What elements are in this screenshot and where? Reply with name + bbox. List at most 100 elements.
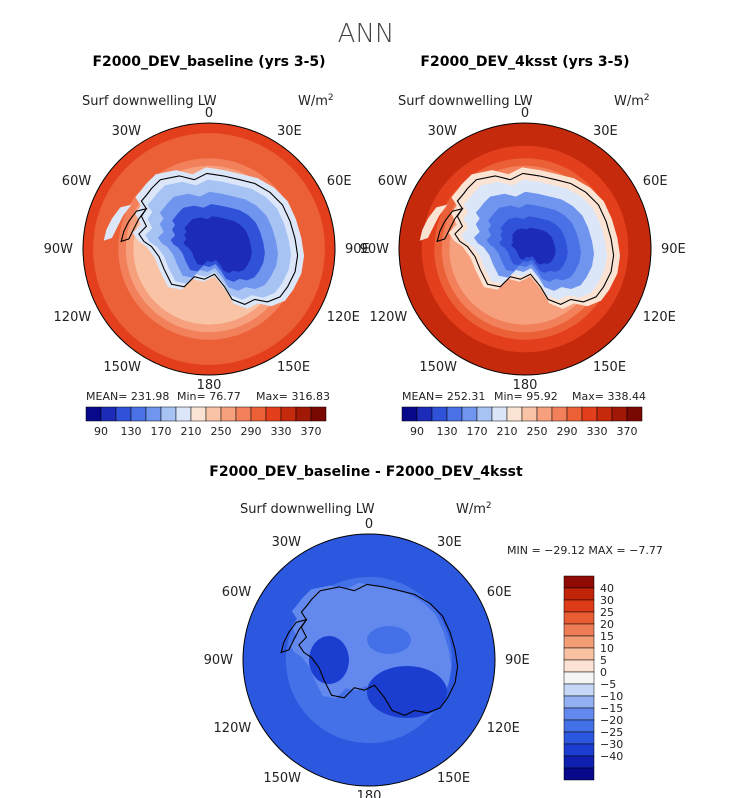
longitude-label: 60W <box>62 174 92 189</box>
colorbar-tick-label: 290 <box>557 425 578 438</box>
longitude-label: 90E <box>661 242 686 257</box>
colorbar-tick-label: −40 <box>600 750 623 763</box>
longitude-label: 150W <box>263 771 301 786</box>
colorbar-swatch <box>563 671 595 685</box>
colorbar-swatch <box>235 406 252 422</box>
coastline-peninsula <box>120 207 148 243</box>
coastline-east <box>454 172 615 306</box>
colorbar-tick-label: 40 <box>600 582 614 595</box>
colorbar-swatch <box>295 406 312 422</box>
panel-title: F2000_DEV_baseline - F2000_DEV_4ksst <box>209 464 523 480</box>
colorbar-tick-label: −15 <box>600 702 623 715</box>
longitude-labels: 0 30E 60E 90E 120E 150E 180 150W 120W 90W 60W 30W <box>360 106 686 393</box>
colorbar-swatch <box>551 406 568 422</box>
colorbar-swatch <box>160 406 177 422</box>
colorbar-swatch <box>100 406 117 422</box>
map-field <box>83 123 335 375</box>
coastline <box>436 172 615 306</box>
longitude-label: 90E <box>345 242 370 257</box>
colorbar-swatch <box>506 406 523 422</box>
longitude-labels: 0 30E 60E 90E 120E 150E 180 150W 120W 90W 60W 30W <box>44 106 370 393</box>
panel-baseline: F2000_DEV_baseline (yrs 3-5) Surf downwe… <box>44 54 370 438</box>
colorbar-swatch <box>220 406 237 422</box>
map-field <box>399 123 651 375</box>
longitude-label: 60E <box>643 174 668 189</box>
min-label: Min= 76.77 <box>177 390 241 403</box>
coastline-east <box>138 172 299 306</box>
colorbar-swatch <box>563 599 595 613</box>
panel-title: F2000_DEV_baseline (yrs 3-5) <box>92 54 325 70</box>
colorbar-tick-label: 25 <box>600 606 614 619</box>
colorbar-swatch <box>250 406 267 422</box>
colorbar-swatch <box>536 406 553 422</box>
colorbar-tick-label: 330 <box>587 425 608 438</box>
map-field <box>243 534 495 786</box>
colorbar-tick-label: 250 <box>527 425 548 438</box>
colorbar-swatch <box>611 406 628 422</box>
units-label: W/m2 <box>614 93 650 109</box>
colorbar-swatch <box>190 406 207 422</box>
colorbar-tick-label: 10 <box>600 642 614 655</box>
longitude-label: 120E <box>327 310 360 325</box>
longitude-label: 0 <box>521 106 529 121</box>
colorbar-tick-label: 90 <box>94 425 108 438</box>
colorbar-tick-label: 5 <box>600 654 607 667</box>
colorbar-tick-label: 20 <box>600 618 614 631</box>
colorbar-tick-label: 370 <box>301 425 322 438</box>
longitude-label: 150E <box>593 360 626 375</box>
colorbar-swatch <box>563 767 595 781</box>
colorbar-swatch <box>563 623 595 637</box>
contour-band <box>419 204 448 241</box>
panel-difference: F2000_DEV_baseline - F2000_DEV_4ksst Sur… <box>204 464 663 798</box>
longitude-label: 60W <box>378 174 408 189</box>
longitude-label: 30W <box>428 124 458 139</box>
contour-band <box>511 227 556 265</box>
colorbar-tick-label: 170 <box>151 425 172 438</box>
colorbar-swatch <box>563 647 595 661</box>
colorbar-swatch <box>205 406 222 422</box>
colorbar-swatch <box>265 406 282 422</box>
colorbar-swatch <box>446 406 463 422</box>
minmax-label: MIN = −29.12 MAX = −7.77 <box>507 544 663 557</box>
colorbar-swatch <box>491 406 508 422</box>
colorbar-swatch <box>431 406 448 422</box>
longitude-label: 180 <box>197 378 222 393</box>
colorbar-swatch <box>416 406 433 422</box>
longitude-label: 30E <box>437 535 462 550</box>
map-outline <box>242 533 496 787</box>
longitude-label: 30W <box>112 124 142 139</box>
units-label: W/m2 <box>456 501 492 517</box>
max-label: Max= 338.44 <box>572 390 646 403</box>
difference-field <box>243 534 495 786</box>
colorbar-swatch <box>401 406 418 422</box>
contour-band <box>103 204 132 241</box>
map-outline <box>398 122 652 376</box>
season-title: ANN <box>338 19 395 49</box>
max-label: Max= 316.83 <box>256 390 330 403</box>
colorbar-tick-label: −5 <box>600 678 616 691</box>
longitude-label: 120W <box>54 310 92 325</box>
antarctic-field <box>419 167 621 309</box>
colorbar-swatch <box>596 406 613 422</box>
colorbar-tick-label: −30 <box>600 738 623 751</box>
longitude-label: 150W <box>103 360 141 375</box>
colorbar-swatch <box>563 707 595 721</box>
longitude-label: 150W <box>419 360 457 375</box>
coastline-east <box>298 583 459 717</box>
colorbar-swatch <box>175 406 192 422</box>
longitude-label: 60W <box>222 585 252 600</box>
longitude-label: 30W <box>272 535 302 550</box>
min-label: Min= 95.92 <box>494 390 558 403</box>
variable-label: Surf downwelling LW <box>82 94 217 109</box>
colorbar-swatch <box>563 683 595 697</box>
longitude-label: 0 <box>365 517 373 532</box>
contour-band <box>309 636 349 684</box>
coastline <box>120 172 299 306</box>
map-outline <box>82 122 336 376</box>
colorbar-swatch <box>145 406 162 422</box>
colorbar-tick-label: 330 <box>271 425 292 438</box>
colorbar-tick-label: 90 <box>410 425 424 438</box>
colorbar-tick-label: 290 <box>241 425 262 438</box>
colorbar-tick-label: 130 <box>121 425 142 438</box>
